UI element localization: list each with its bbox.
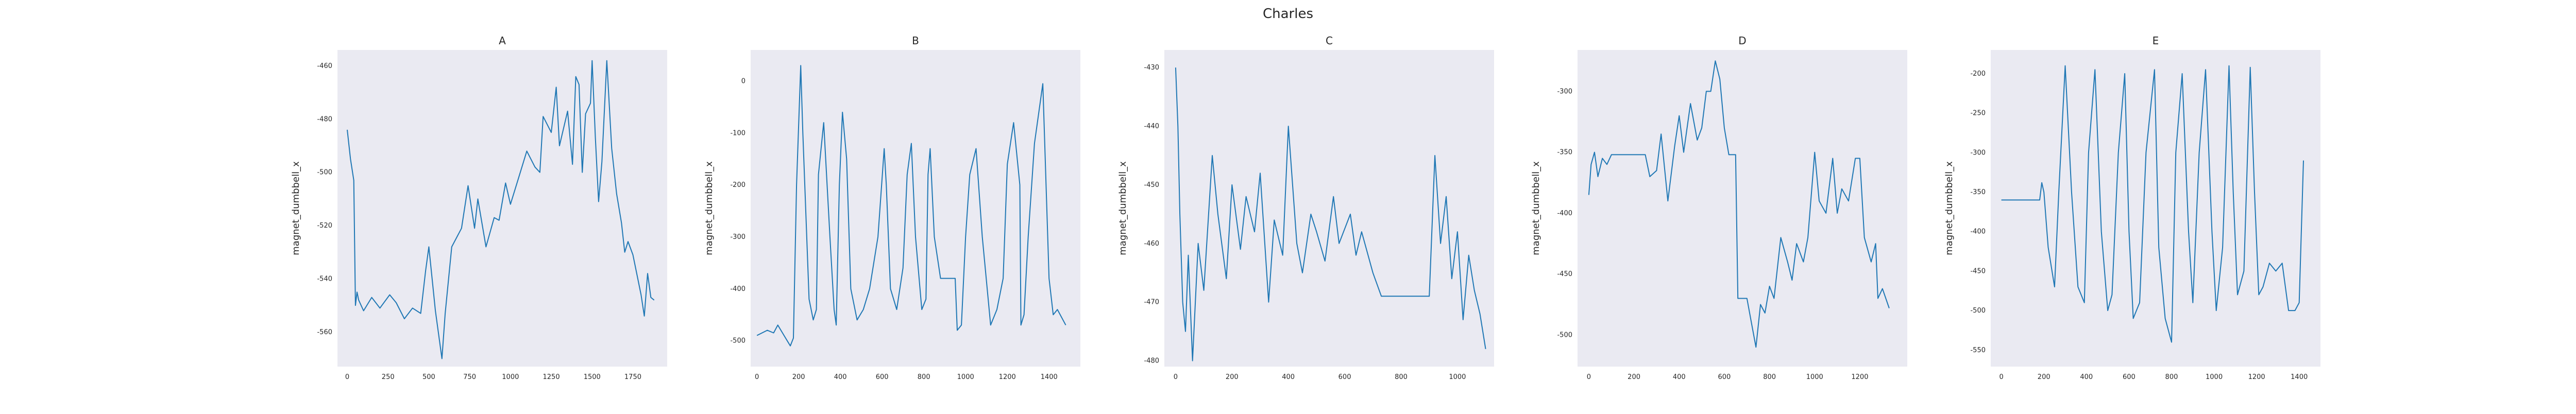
y-tick-label: -200	[730, 181, 745, 189]
x-tick-label: 1000	[502, 373, 519, 381]
y-tick-label: -450	[1970, 267, 1986, 275]
x-tick-label: 200	[2038, 373, 2050, 381]
y-tick-label: -460	[1144, 240, 1159, 248]
x-tick-label: 0	[345, 373, 349, 381]
y-tick-label: -500	[317, 169, 332, 177]
y-axis-label: magnet_dumbbell_x	[704, 161, 715, 255]
y-tick-label: -460	[317, 62, 332, 70]
y-tick-label: -400	[1970, 228, 1986, 236]
x-tick-label: 800	[918, 373, 930, 381]
x-tick-label: 0	[1174, 373, 1178, 381]
x-tick-label: 0	[755, 373, 759, 381]
x-tick-label: 1200	[999, 373, 1016, 381]
y-axis-label: magnet_dumbbell_x	[1117, 161, 1128, 255]
subplot-title: C	[1326, 34, 1333, 47]
x-tick-label: 400	[834, 373, 847, 381]
subplot-title: E	[2153, 34, 2159, 47]
x-tick-label: 600	[1718, 373, 1731, 381]
subplot-title: D	[1738, 34, 1746, 47]
y-tick-label: -500	[1557, 332, 1572, 339]
y-tick-label: -100	[730, 129, 745, 137]
x-tick-label: 1250	[543, 373, 560, 381]
y-tick-label: 0	[741, 77, 745, 85]
y-tick-label: -450	[1557, 270, 1572, 278]
x-tick-label: 1500	[584, 373, 601, 381]
y-tick-label: -450	[1144, 181, 1159, 189]
x-tick-label: 750	[463, 373, 476, 381]
x-tick-label: 1400	[1041, 373, 1058, 381]
x-tick-label: 0	[1999, 373, 2004, 381]
x-tick-label: 600	[1338, 373, 1351, 381]
subplot-title: B	[912, 34, 919, 47]
y-tick-label: -550	[1970, 347, 1986, 354]
plot-area	[337, 50, 667, 367]
y-tick-label: -430	[1144, 64, 1159, 72]
x-tick-label: 600	[876, 373, 889, 381]
series-line	[347, 60, 655, 359]
x-tick-label: 250	[382, 373, 395, 381]
x-tick-label: 1000	[1806, 373, 1823, 381]
y-tick-label: -440	[1144, 123, 1159, 130]
x-tick-label: 1400	[2291, 373, 2308, 381]
series-line	[756, 65, 1066, 347]
x-tick-label: 200	[792, 373, 805, 381]
x-tick-label: 500	[422, 373, 435, 381]
plot-area	[1164, 50, 1494, 367]
y-tick-label: -300	[1557, 88, 1572, 95]
y-tick-label: -350	[1970, 188, 1986, 196]
x-tick-label: 600	[2123, 373, 2136, 381]
y-tick-label: -200	[1970, 70, 1986, 78]
x-tick-label: 800	[1763, 373, 1776, 381]
y-tick-label: -480	[317, 115, 332, 123]
x-tick-label: 400	[2080, 373, 2093, 381]
y-tick-label: -300	[730, 233, 745, 241]
figure-title: Charles	[1263, 6, 1313, 22]
y-axis-label: magnet_dumbbell_x	[1944, 161, 1955, 255]
y-tick-label: -300	[1970, 149, 1986, 157]
y-tick-label: -250	[1970, 110, 1986, 117]
x-tick-label: 1200	[1851, 373, 1868, 381]
subplot-title: A	[499, 34, 506, 47]
x-tick-label: 200	[1226, 373, 1239, 381]
x-tick-label: 200	[1628, 373, 1640, 381]
y-tick-label: -560	[317, 329, 332, 336]
x-tick-label: 800	[2165, 373, 2178, 381]
y-tick-label: -400	[730, 285, 745, 293]
x-tick-label: 800	[1395, 373, 1408, 381]
x-tick-label: 1750	[624, 373, 641, 381]
series-line	[1588, 60, 1890, 348]
x-tick-label: 400	[1673, 373, 1686, 381]
x-tick-label: 400	[1282, 373, 1295, 381]
y-tick-label: -400	[1557, 210, 1572, 217]
x-tick-label: 0	[1587, 373, 1591, 381]
x-tick-label: 1200	[2248, 373, 2265, 381]
y-tick-label: -540	[317, 275, 332, 283]
x-tick-label: 1000	[2206, 373, 2223, 381]
y-tick-label: -520	[317, 222, 332, 230]
y-axis-label: magnet_dumbbell_x	[1531, 161, 1541, 255]
y-axis-label: magnet_dumbbell_x	[291, 161, 301, 255]
plot-area	[1578, 50, 1907, 367]
x-tick-label: 1000	[1449, 373, 1466, 381]
y-tick-label: -480	[1144, 357, 1159, 365]
series-line	[1175, 67, 1486, 361]
y-tick-label: -500	[730, 337, 745, 345]
series-line	[2001, 65, 2304, 343]
y-tick-label: -500	[1970, 307, 1986, 315]
y-tick-label: -350	[1557, 149, 1572, 157]
y-tick-label: -470	[1144, 299, 1159, 306]
x-tick-label: 1000	[957, 373, 974, 381]
